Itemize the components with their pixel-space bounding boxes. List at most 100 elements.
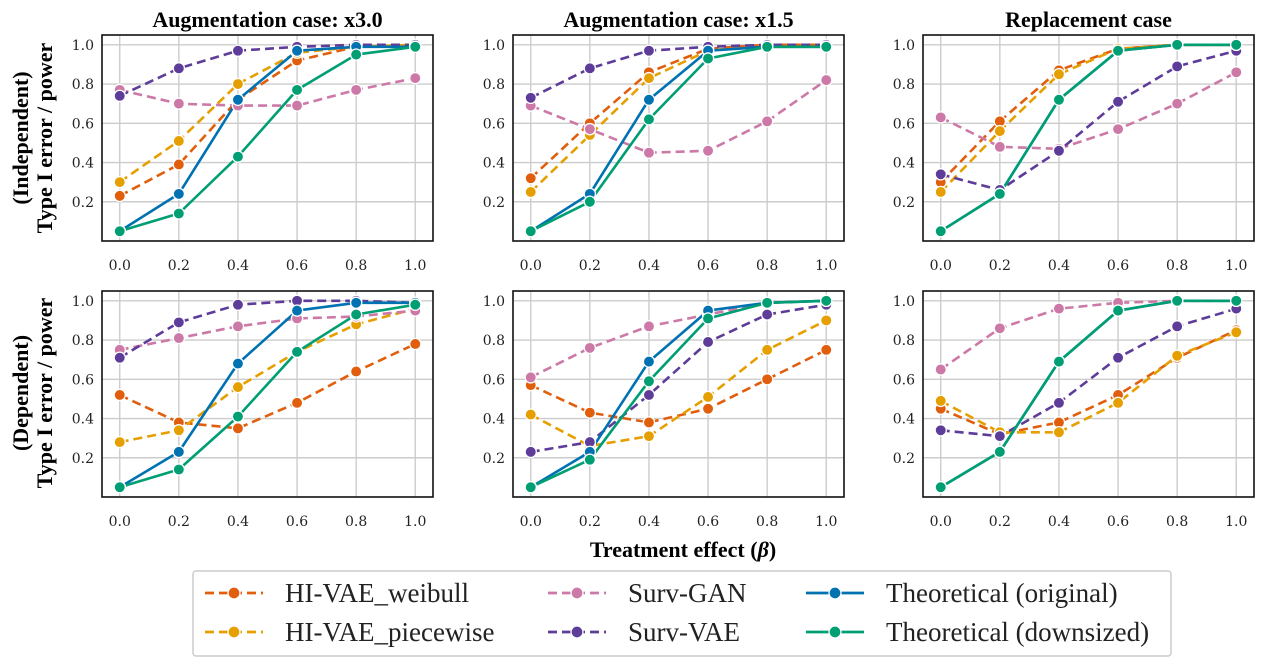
y-tick-label: 0.8 <box>72 77 94 93</box>
x-tick-label: 0.8 <box>1166 258 1188 274</box>
x-tick-label: 0.2 <box>989 258 1011 274</box>
data-point <box>172 97 186 110</box>
x-tick-label: 0.0 <box>930 514 952 530</box>
data-point <box>1170 97 1184 110</box>
axes-frame <box>922 290 1255 498</box>
data-point <box>231 410 245 423</box>
data-point <box>1230 38 1243 52</box>
data-point <box>701 52 715 65</box>
row-label-line-1: (Independent) <box>8 71 33 204</box>
x-axis-label-close: ) <box>769 537 776 562</box>
x-tick-label: 0.0 <box>109 514 131 530</box>
x-tick-label: 0.4 <box>227 514 249 530</box>
data-point <box>1111 122 1125 136</box>
data-point <box>290 44 304 57</box>
legend-label: Surv-GAN <box>628 578 747 608</box>
data-point <box>993 124 1007 138</box>
row-label-line-1: (Dependent) <box>8 335 33 451</box>
data-point <box>583 406 597 419</box>
x-tick-label: 0.6 <box>1107 258 1129 274</box>
data-point <box>1052 355 1066 368</box>
panel-title: Replacement case <box>1005 7 1172 32</box>
data-point <box>524 480 537 494</box>
data-point <box>642 416 656 429</box>
data-point <box>231 150 245 163</box>
x-tick-label: 0.6 <box>1107 514 1129 530</box>
x-tick-label: 0.2 <box>989 514 1011 530</box>
series-line-theoretical-downsized <box>530 299 827 489</box>
data-point <box>349 365 363 378</box>
data-point <box>231 93 245 106</box>
x-tick-label: 0.4 <box>638 258 660 274</box>
legend-swatch-marker <box>227 625 241 639</box>
series-line-hi-vae-weibull <box>119 342 416 430</box>
legend-entries: HI-VAE_weibull HI-VAE_piecewise Surv-GAN Su… <box>205 578 1149 647</box>
data-point <box>934 224 947 238</box>
series-group <box>524 294 833 494</box>
data-point <box>172 445 186 459</box>
legend-label: Theoretical (downsized) <box>886 617 1149 647</box>
data-point <box>583 341 597 355</box>
legend-entry: Surv-GAN <box>548 578 747 608</box>
y-tick-label: 1.0 <box>893 294 915 310</box>
data-point <box>231 320 245 333</box>
y-tick-label: 0.2 <box>893 195 915 211</box>
series-line-hi-vae-piecewise <box>530 319 827 448</box>
legend: HI-VAE_weibull HI-VAE_piecewise Surv-GAN Su… <box>192 570 1172 657</box>
data-point <box>349 83 363 97</box>
series-line-theoretical-downsized <box>530 45 827 233</box>
data-point <box>642 93 656 106</box>
data-point <box>231 44 245 57</box>
data-point <box>642 146 656 159</box>
x-tick-label: 0.0 <box>520 514 542 530</box>
x-tick-label: 1.0 <box>1225 514 1247 530</box>
series-line-surv-gan <box>119 309 416 352</box>
legend-label: Surv-VAE <box>628 617 740 647</box>
data-point <box>760 308 774 321</box>
legend-label: Theoretical (original) <box>886 578 1118 608</box>
series-line-surv-gan <box>939 299 1237 371</box>
data-point <box>113 224 126 238</box>
data-point <box>113 189 126 203</box>
data-point <box>113 480 126 494</box>
x-tick-label: 0.0 <box>930 258 952 274</box>
data-point <box>1111 304 1125 317</box>
series-line-theoretical-downsized <box>119 303 416 489</box>
series-line-surv-vae <box>530 303 827 454</box>
data-point <box>409 71 422 85</box>
data-point <box>1111 95 1125 108</box>
x-tick-label: 1.0 <box>815 514 837 530</box>
data-point <box>113 435 126 449</box>
data-point <box>820 343 833 357</box>
data-point <box>642 113 656 126</box>
y-tick-label: 0.4 <box>72 412 94 428</box>
data-point <box>760 115 774 128</box>
y-tick-label: 0.8 <box>483 333 505 349</box>
data-point <box>231 357 245 370</box>
y-tick-label: 0.6 <box>72 116 94 132</box>
x-tick-label: 0.6 <box>286 514 308 530</box>
y-tick-label: 0.4 <box>483 412 505 428</box>
x-tick-label: 0.6 <box>697 514 719 530</box>
data-point <box>409 40 422 54</box>
legend-swatch-marker <box>227 586 241 600</box>
data-point <box>231 422 245 435</box>
series-line-surv-vae <box>119 299 416 359</box>
data-point <box>1052 144 1066 158</box>
x-tick-label: 0.0 <box>520 258 542 274</box>
data-point <box>1170 294 1184 308</box>
y-tick-label: 1.0 <box>72 38 94 54</box>
data-point <box>642 320 656 333</box>
y-tick-label: 0.4 <box>893 412 915 428</box>
series-line-surv-vae <box>940 49 1237 192</box>
data-point <box>583 62 597 75</box>
legend-frame <box>192 570 1172 657</box>
row-label-line-2: Type I error / power <box>32 297 57 488</box>
y-tick-label: 0.6 <box>483 372 505 388</box>
series-line-surv-vae <box>530 43 827 99</box>
x-axis-label: Treatment effect (β) <box>590 537 776 562</box>
x-tick-label: 0.4 <box>227 258 249 274</box>
data-point <box>1230 325 1243 339</box>
plot-area <box>513 291 844 497</box>
